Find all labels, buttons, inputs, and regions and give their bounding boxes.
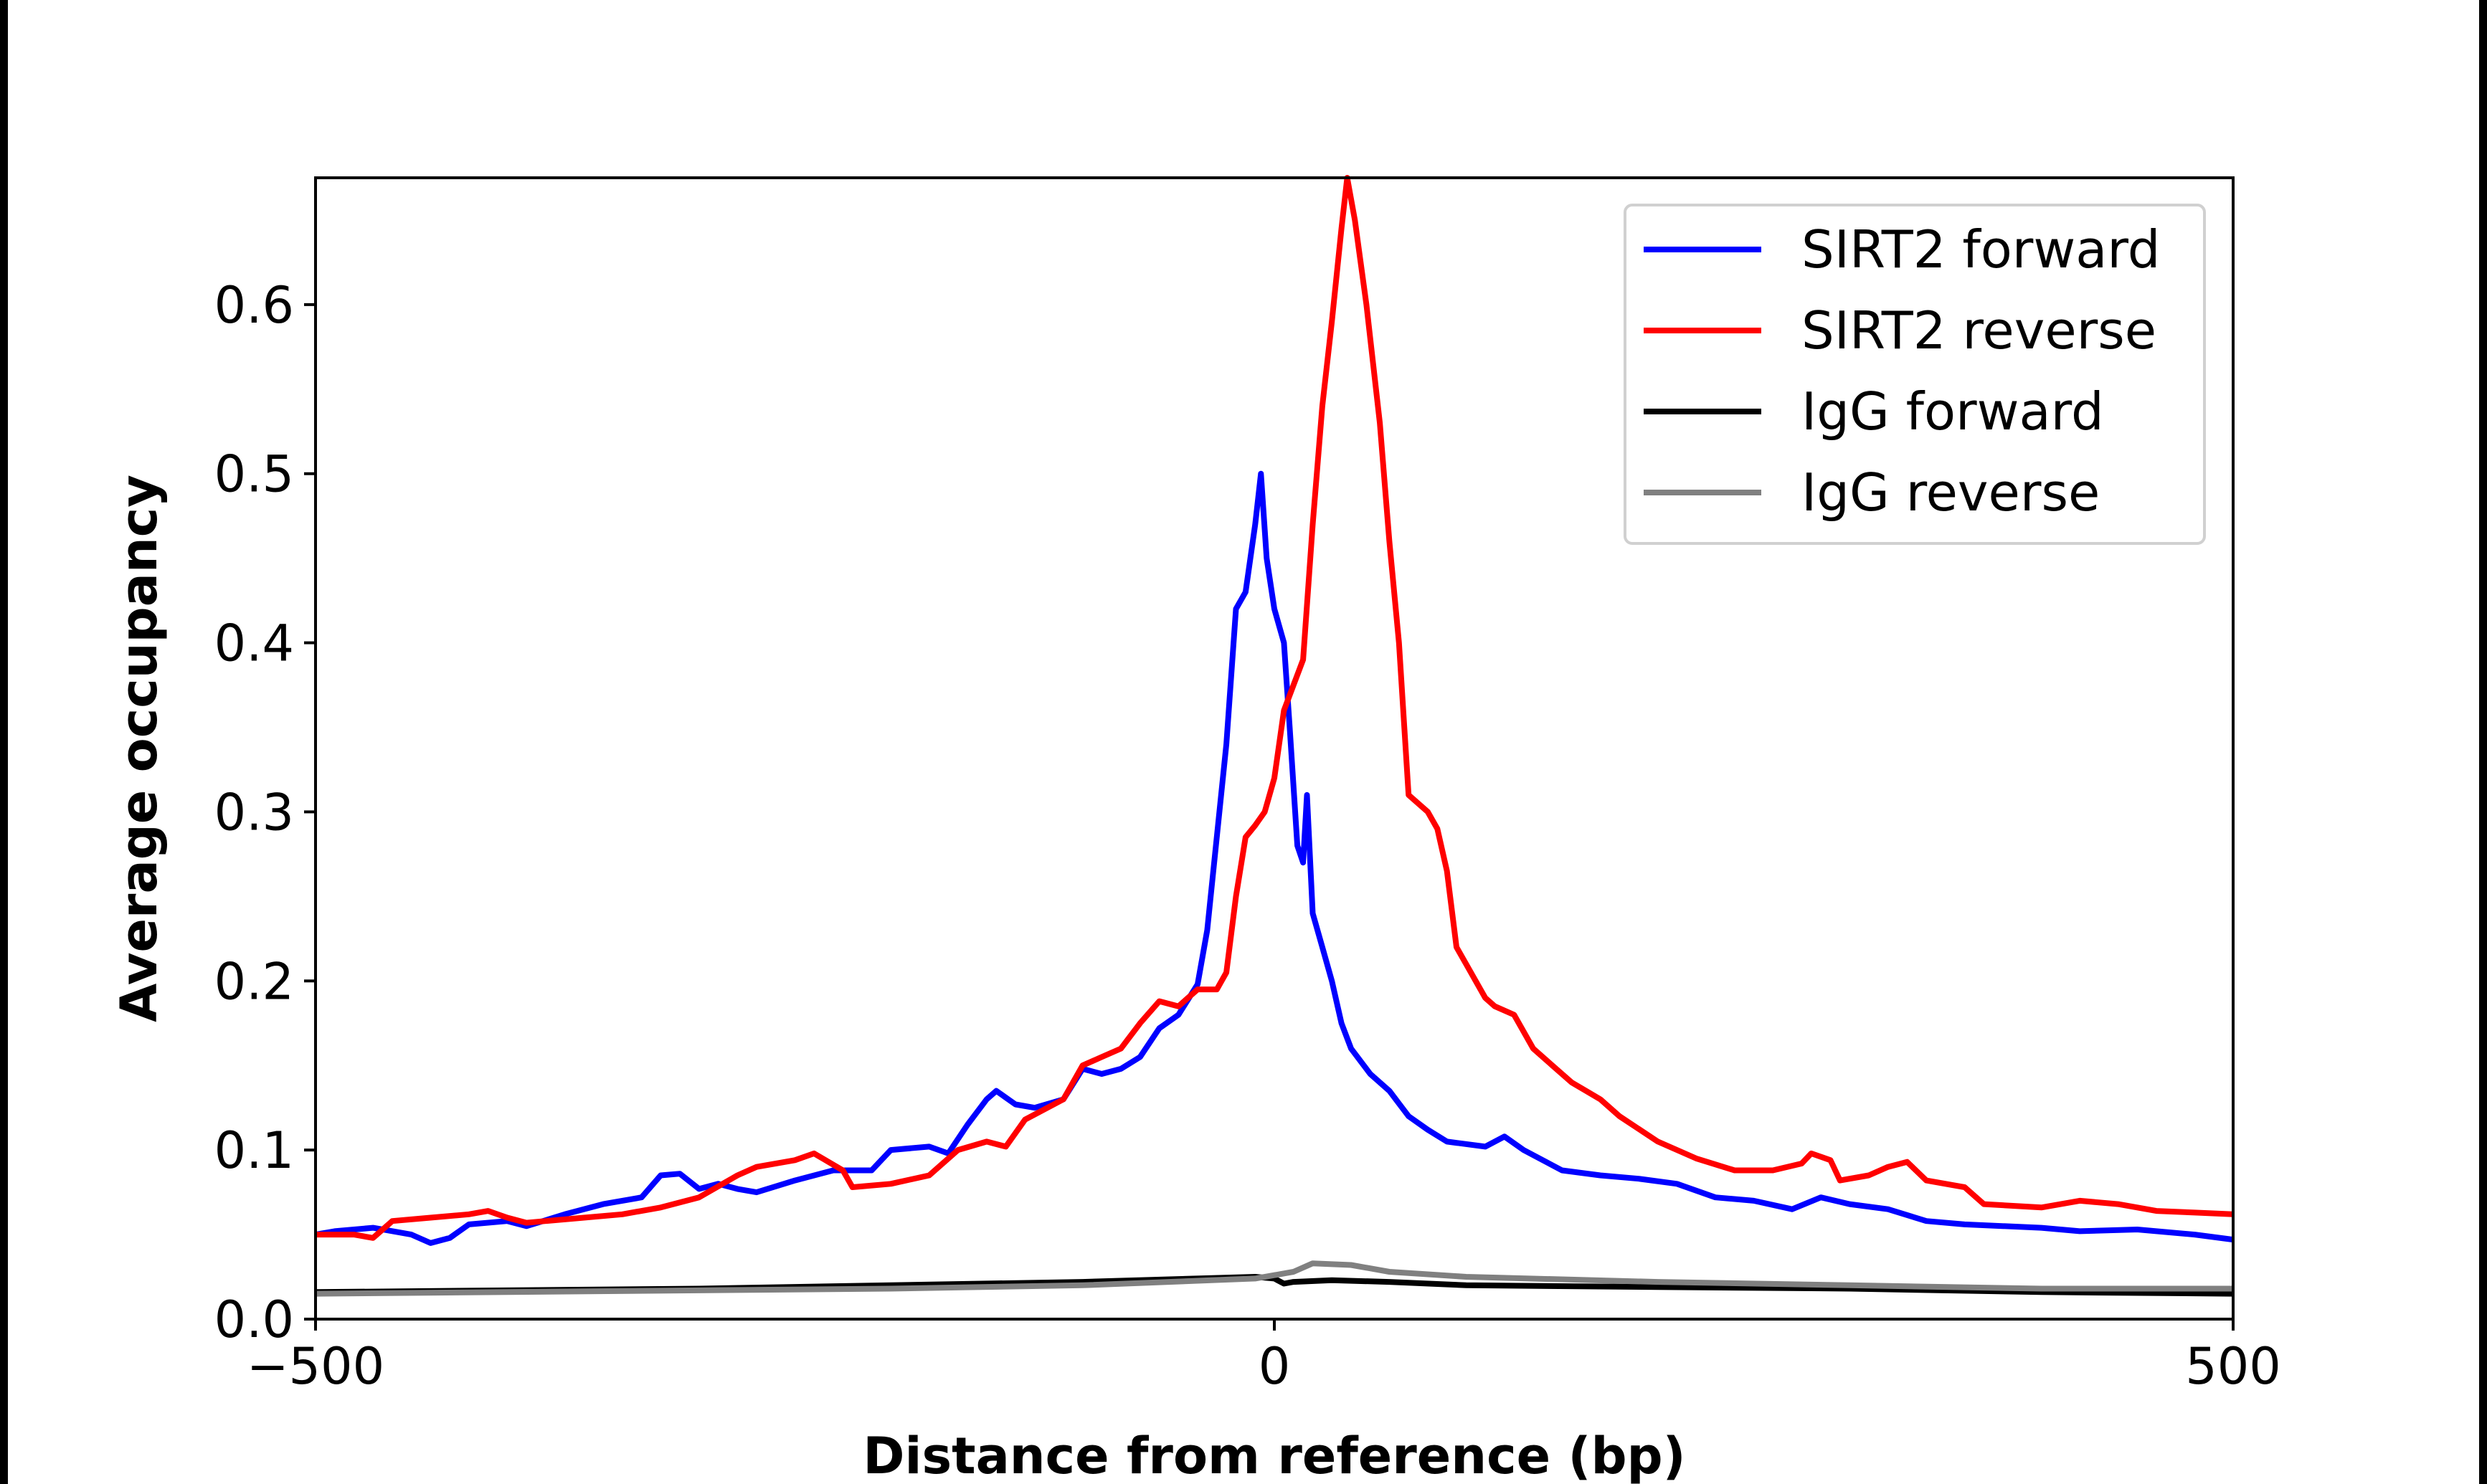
series-lines xyxy=(315,175,2234,1297)
legend-label: IgG reverse xyxy=(1801,462,2100,523)
legend-label: SIRT2 reverse xyxy=(1801,300,2156,361)
y-tick-label: 0.5 xyxy=(214,445,294,504)
left-border xyxy=(0,0,8,1484)
right-border xyxy=(2479,0,2487,1484)
x-tick-label: −500 xyxy=(247,1337,384,1396)
series-line-igg-reverse xyxy=(315,1260,2233,1297)
legend-box xyxy=(1624,204,2206,545)
legend-label: SIRT2 forward xyxy=(1801,219,2160,280)
y-tick-label: 0.3 xyxy=(214,783,294,842)
x-tick-label: 0 xyxy=(1259,1337,1291,1396)
y-axis: 0.0 0.1 0.2 0.3 0.4 0.5 0.6 xyxy=(214,276,316,1349)
y-tick-label: 0.6 xyxy=(214,276,294,335)
x-axis: −500 0 500 xyxy=(247,1319,2281,1396)
y-tick-label: 0.4 xyxy=(214,614,294,673)
series-line-sirt2-forward xyxy=(315,470,2234,1246)
y-axis-label: Average occupancy xyxy=(110,475,169,1022)
x-axis-label: Distance from reference (bp) xyxy=(863,1427,1685,1484)
series-line-sirt2-reverse xyxy=(316,175,2234,1241)
y-tick-label: 0.1 xyxy=(214,1121,294,1180)
y-tick-label: 0.0 xyxy=(214,1290,294,1349)
y-tick-label: 0.2 xyxy=(214,952,294,1011)
legend-label: IgG forward xyxy=(1801,381,2104,442)
x-tick-label: 500 xyxy=(2185,1337,2281,1396)
legend: SIRT2 forward SIRT2 reverse IgG forward IgG… xyxy=(1624,204,2206,545)
